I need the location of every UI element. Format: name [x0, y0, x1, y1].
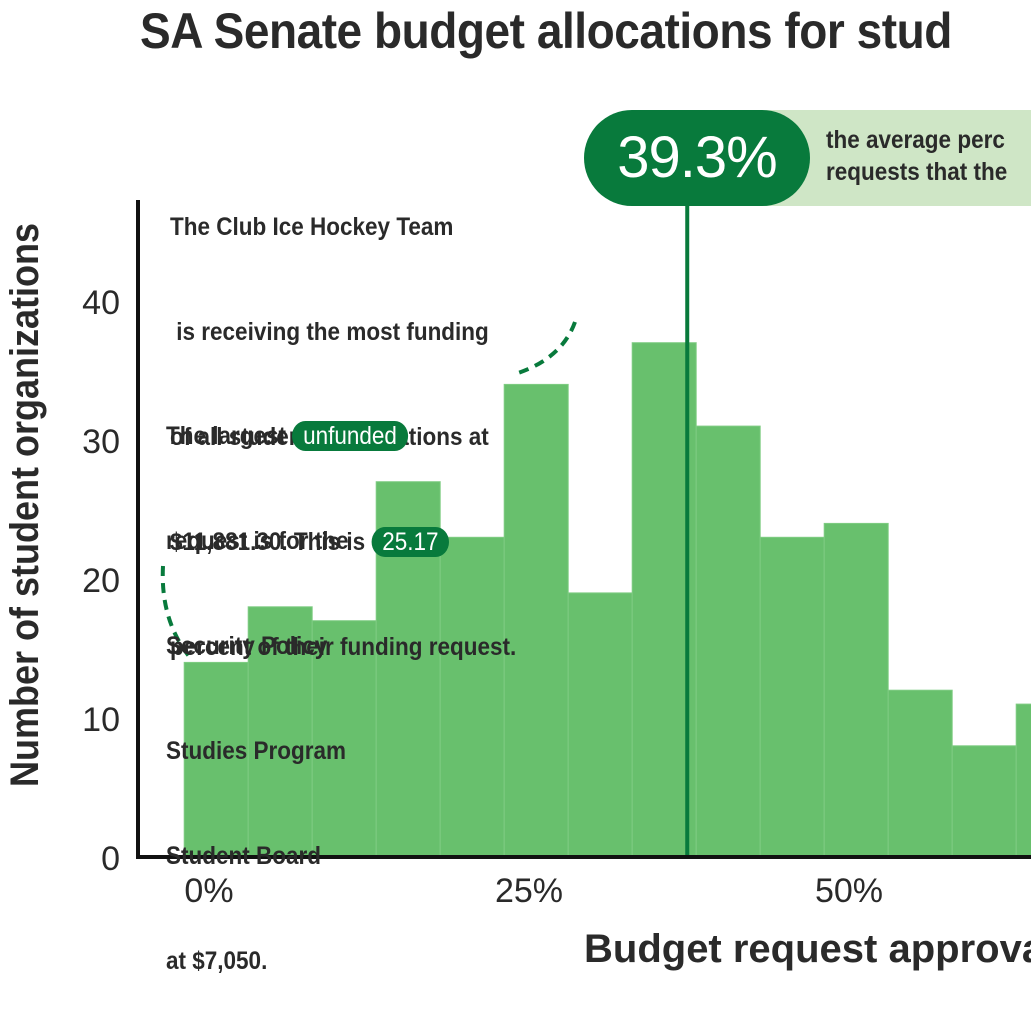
y-tick-label-30: 30	[82, 423, 120, 461]
y-tick-label-0: 0	[101, 840, 120, 878]
unfunded-annotation-line-5: Student Board	[166, 842, 321, 870]
hockey-annotation-line-2: is receiving the most funding	[170, 318, 489, 346]
chart-title: SA Senate budget allocations for stud	[140, 3, 952, 59]
histogram-bar-10	[759, 536, 825, 858]
hockey-annotation-amount-text: $11,881.30. This is	[170, 528, 372, 556]
hockey-annotation-line-1: The Club Ice Hockey Team	[170, 213, 454, 241]
hockey-annotation-line-5: percent of their funding request.	[170, 633, 517, 661]
unfunded-annotation-line-3: Security Policy	[166, 632, 328, 660]
hockey-callout-connector	[517, 321, 577, 375]
histogram-bar-3	[311, 620, 377, 858]
hockey-percent-badge: 25.17	[371, 527, 450, 557]
histogram-bars	[183, 342, 1031, 858]
histogram-bar-14	[1015, 703, 1031, 858]
unfunded-annotation-line-2: request is for the	[166, 527, 349, 555]
histogram-bar-9	[695, 425, 761, 858]
hockey-annotation: The Club Ice Hockey Team is receiving th…	[170, 140, 516, 700]
histogram-bar-13	[951, 745, 1017, 858]
unfunded-callout-connector	[160, 565, 194, 662]
x-axis-ticks: 0% 25% 50%	[184, 872, 883, 910]
x-axis-label: Budget request approval	[584, 927, 1031, 971]
histogram-bar-7	[567, 592, 633, 858]
x-tick-label-50: 50%	[815, 872, 883, 910]
average-description-line-1: the average perc	[826, 126, 1005, 154]
unfunded-badge: unfunded	[292, 421, 408, 451]
unfunded-annotation-intro: The largest	[166, 422, 293, 450]
histogram-bar-1	[183, 661, 249, 858]
average-value-badge: 39.3%	[584, 110, 810, 206]
y-axis-ticks: 0 10 20 30 40	[82, 284, 120, 878]
histogram-chart: 0 10 20 30 40 0% 25% 50% Number of student org…	[3, 200, 1031, 971]
y-tick-label-10: 10	[82, 701, 120, 739]
average-description: the average perc requests that the	[826, 124, 1007, 188]
y-tick-label-20: 20	[82, 562, 120, 600]
unfunded-annotation-line-1: The largest unfunded	[166, 419, 408, 454]
histogram-bar-2	[247, 606, 313, 858]
y-axis-label: Number of student organizations	[3, 223, 47, 787]
x-tick-label-0: 0%	[184, 872, 233, 910]
x-tick-label-25: 25%	[495, 872, 563, 910]
histogram-bar-12	[887, 689, 953, 858]
average-description-line-2: requests that the	[826, 158, 1008, 186]
y-tick-label-40: 40	[82, 284, 120, 322]
unfunded-annotation-line-4: Studies Program	[166, 737, 347, 765]
hockey-annotation-line-4: $11,881.30. This is 25.17	[170, 525, 516, 560]
unfunded-annotation-line-6: at $7,050.	[166, 947, 268, 975]
histogram-bar-11	[823, 522, 889, 858]
unfunded-annotation: The largest unfunded request is for the …	[166, 349, 408, 1014]
